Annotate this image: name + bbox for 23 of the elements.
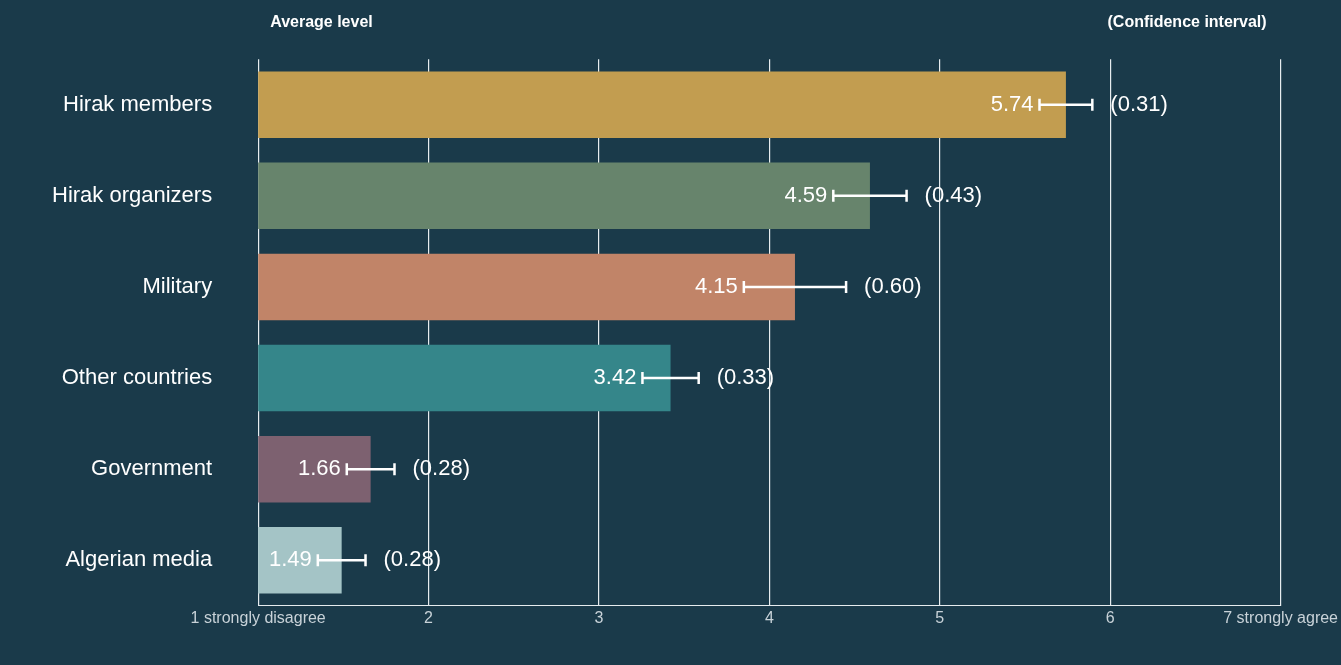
data-label: 4.15 (695, 273, 738, 299)
x-tick-label: 4 (764, 608, 774, 626)
y-tick-label: Military (142, 273, 213, 299)
x-tick-label: 5 (935, 608, 945, 626)
data-label: 1.49 (268, 546, 312, 572)
y-tick-label: Hirak members (63, 90, 213, 116)
x-tick-label: 2 (424, 608, 434, 626)
data-label: 4.59 (784, 181, 828, 207)
x-tick-label: 7 strongly agree (1223, 608, 1339, 626)
x-tick-label: 1 strongly disagree (190, 608, 326, 626)
y-tick-label: Government (91, 455, 213, 481)
data-label: 5.74 (990, 90, 1034, 116)
text: (Confidence interval) (1107, 13, 1267, 31)
y-tick-label: Algerian media (65, 546, 213, 572)
data-label: 1.66 (297, 455, 341, 481)
text: Average level (270, 13, 373, 31)
y-tick-label: Hirak organizers (51, 181, 213, 207)
y-tick-label: Other countries (61, 364, 213, 390)
x-tick-label: 3 (594, 608, 604, 626)
annotation: (0.31) (1110, 90, 1168, 116)
annotation: (0.60) (864, 273, 922, 299)
x-tick-label: 6 (1105, 608, 1115, 626)
data-label: 3.42 (593, 364, 637, 390)
